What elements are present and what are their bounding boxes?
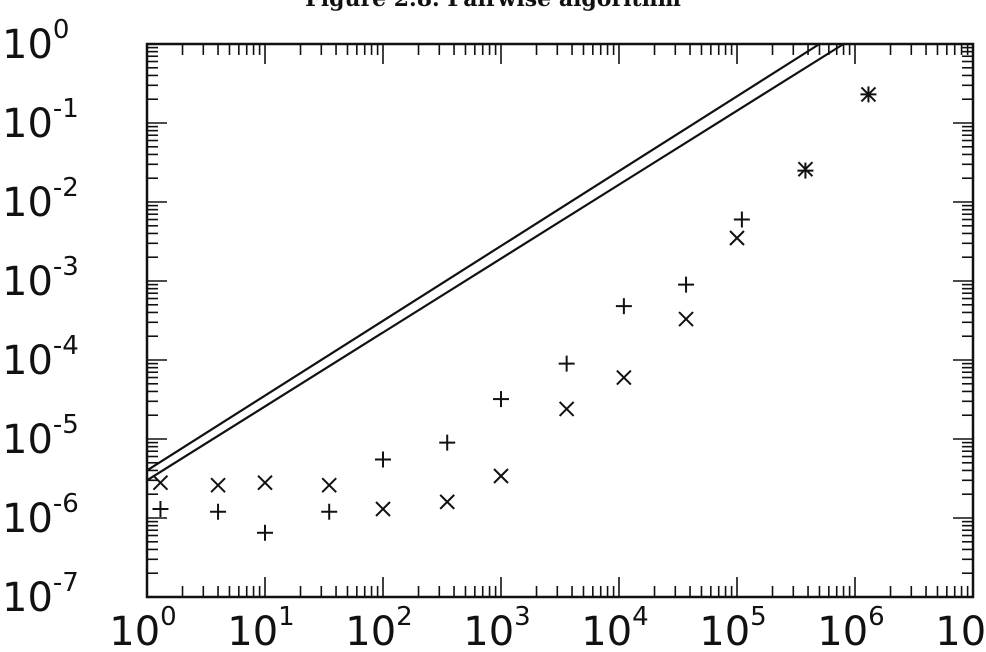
cross-marker-b <box>257 474 273 491</box>
cross-marker-b <box>616 369 632 386</box>
y-tick-label: 10-4 <box>2 331 79 384</box>
plus-marker <box>439 434 456 451</box>
y-tick-label: 10-3 <box>2 252 79 305</box>
reference-line <box>146 43 821 472</box>
cross-marker-b <box>210 477 226 493</box>
cross-marker <box>678 311 694 327</box>
plus-marker <box>210 503 227 520</box>
y-tick-label: 10-6 <box>2 489 79 542</box>
cross-marker <box>257 474 273 491</box>
cross-marker-b <box>558 401 575 417</box>
cross-marker-b <box>678 311 694 327</box>
plus-marker <box>152 500 169 517</box>
y-tick-label: 100 <box>2 15 69 68</box>
x-tick-label: 101 <box>227 602 294 652</box>
x-tick-label: 102 <box>345 602 412 652</box>
cross-marker <box>860 86 877 103</box>
cross-marker-b <box>375 501 391 517</box>
cross-marker <box>729 230 745 246</box>
cross-marker <box>616 369 632 386</box>
cross-marker-b <box>860 86 877 103</box>
cross-marker <box>797 161 814 177</box>
y-tick-label: 10-2 <box>2 173 79 226</box>
cross-marker <box>321 477 337 493</box>
plot-frame <box>145 42 975 599</box>
cross-marker-b <box>439 494 455 510</box>
x-tick-label: 107 <box>935 602 986 652</box>
cross-marker <box>558 401 575 417</box>
plus-marker <box>615 298 632 315</box>
cross-marker-b <box>729 230 745 246</box>
y-tick-label: 10-5 <box>2 410 79 463</box>
chart-title: Figure 2.8. Pairwise algorithm <box>0 0 986 12</box>
cross-marker-b <box>797 161 814 177</box>
plus-marker <box>678 276 695 293</box>
plus-marker <box>493 391 509 408</box>
cross-marker <box>210 477 226 493</box>
plus-marker <box>733 211 750 228</box>
cross-marker <box>152 474 169 491</box>
cross-marker <box>493 468 509 484</box>
cross-marker-b <box>493 468 509 484</box>
cross-marker-b <box>152 474 169 491</box>
x-tick-label: 104 <box>581 602 648 652</box>
plus-marker <box>257 524 273 541</box>
x-tick-label: 106 <box>817 602 884 652</box>
reference-line <box>146 43 845 482</box>
x-tick-label: 100 <box>109 602 176 652</box>
plus-marker <box>375 451 391 468</box>
x-tick-label: 105 <box>699 602 766 652</box>
cross-marker <box>439 494 455 510</box>
cross-marker <box>375 501 391 517</box>
x-tick-label: 103 <box>463 602 530 652</box>
y-tick-label: 10-7 <box>2 568 79 621</box>
plus-marker <box>558 355 575 372</box>
y-tick-label: 10-1 <box>2 94 79 147</box>
cross-marker-b <box>321 477 337 493</box>
plus-marker <box>321 503 338 520</box>
